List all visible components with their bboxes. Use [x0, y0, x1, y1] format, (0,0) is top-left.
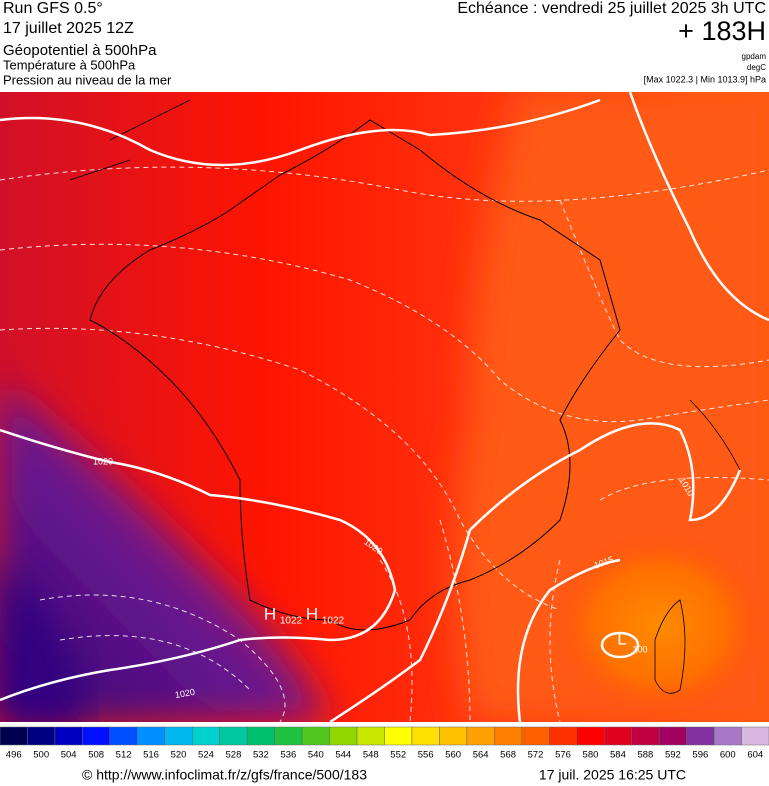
isobars [0, 92, 769, 722]
colorbar-label: 596 [692, 750, 708, 761]
isobar-label: 1020 [174, 687, 195, 700]
color-swatch [246, 726, 275, 746]
unit-label: gpdam [742, 52, 767, 61]
coastline [89, 119, 621, 631]
colorbar-label: 500 [33, 750, 49, 761]
color-swatch [576, 726, 605, 746]
color-swatch [329, 726, 358, 746]
colorbar-label: 528 [226, 750, 242, 761]
cold-core [0, 560, 90, 722]
color-swatch [274, 726, 303, 746]
forecast-time: Echéance : vendredi 25 juillet 2025 3h U… [457, 0, 766, 17]
color-swatch [741, 726, 769, 746]
color-swatch [0, 726, 28, 746]
field-label: Géopotentiel à 500hPa [3, 42, 157, 59]
colorbar-label: 516 [143, 750, 159, 761]
colorbar-label: 580 [583, 750, 599, 761]
colorbar-label: 592 [665, 750, 681, 761]
field-label: Pression au niveau de la mer [3, 72, 172, 87]
timestamp: 17 juil. 2025 16:25 UTC [539, 767, 686, 783]
color-swatch [686, 726, 715, 746]
colorbar-label: 520 [171, 750, 187, 761]
color-swatch [192, 726, 220, 746]
coastline-uk [69, 99, 191, 181]
colorbar-label: 540 [308, 750, 324, 761]
colorbar-label: 504 [61, 750, 77, 761]
pressure-range: [Max 1022.3 | Min 1013.9] hPa [644, 74, 766, 84]
colorbar-label: 496 [6, 750, 22, 761]
colorbar-label: 508 [88, 750, 104, 761]
colorbar-label: 552 [390, 750, 406, 761]
colorbar-label: 532 [253, 750, 269, 761]
color-swatch [82, 726, 111, 746]
color-swatch [439, 726, 468, 746]
colorbar-label: 544 [335, 750, 351, 761]
source-url: © http://www.infoclimat.fr/z/gfs/france/… [82, 767, 367, 783]
colorbar-label: 564 [473, 750, 489, 761]
color-swatch [301, 726, 330, 746]
color-swatch [549, 726, 577, 746]
color-swatch [384, 726, 413, 746]
warm-core [550, 530, 769, 720]
colorbar-label: 568 [500, 750, 516, 761]
pressure-label: 1022 [322, 616, 345, 627]
color-swatch [631, 726, 660, 746]
colorbar-label: 572 [528, 750, 544, 761]
colorbar-label: 560 [445, 750, 461, 761]
coastline-italy [689, 399, 741, 471]
isotherms [0, 166, 769, 722]
colorbar-label: 576 [555, 750, 571, 761]
color-swatch [27, 726, 56, 746]
color-swatch [54, 726, 83, 746]
map-area [0, 92, 769, 722]
color-swatch [658, 726, 687, 746]
color-swatch [411, 726, 440, 746]
colorbar-label: 588 [637, 750, 653, 761]
lead-time: + 183H [678, 16, 766, 46]
colorbar-label: 512 [116, 750, 132, 761]
high-marker: H [264, 604, 276, 623]
field-label: Température à 500hPa [3, 57, 136, 72]
color-swatch [603, 726, 632, 746]
colorbar-label: 524 [198, 750, 214, 761]
colorbar-label: 536 [280, 750, 296, 761]
colorbar: 496 500 504 508 512 516 520 524 528 532 536 540 544 5… [0, 726, 769, 761]
isobar-label: 1020 [93, 456, 113, 466]
color-swatch [164, 726, 193, 746]
color-swatch [109, 726, 138, 746]
color-swatch [713, 726, 742, 746]
run-date: 17 juillet 2025 12Z [3, 20, 134, 37]
colorbar-label: 548 [363, 750, 379, 761]
run-title: Run GFS 0.5° [3, 0, 103, 17]
colorbar-label: 584 [610, 750, 626, 761]
unit-label: degC [747, 63, 766, 72]
colorbar-label: 556 [418, 750, 434, 761]
color-swatch [494, 726, 523, 746]
color-swatch [356, 726, 385, 746]
colorbar-label: 600 [720, 750, 736, 761]
high-marker: H [306, 604, 318, 623]
color-swatch [466, 726, 495, 746]
corsica [654, 599, 686, 694]
color-swatch [137, 726, 166, 746]
pressure-label: 1022 [280, 616, 303, 627]
colorbar-label: 604 [747, 750, 763, 761]
low-marker: L [617, 629, 626, 648]
color-swatch [521, 726, 550, 746]
pressure-label: 100 [632, 644, 647, 654]
color-swatch [219, 726, 248, 746]
